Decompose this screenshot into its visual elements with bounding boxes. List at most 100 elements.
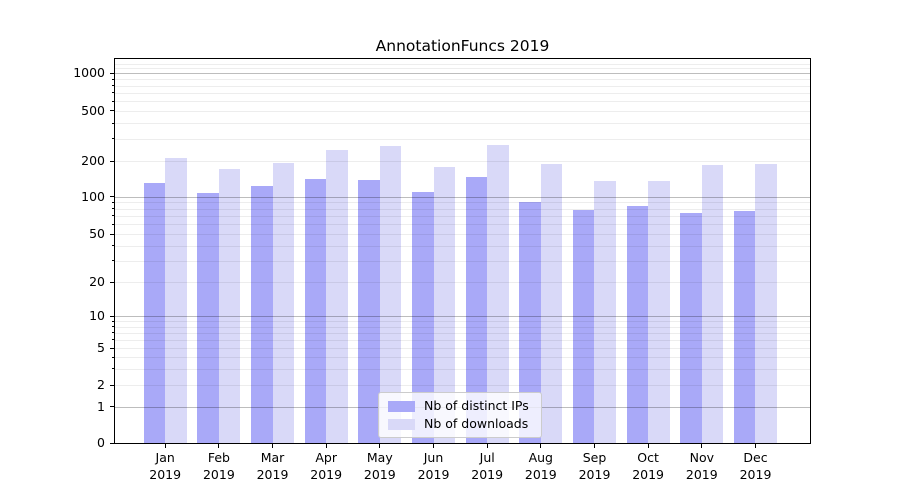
gridline-8 [115, 326, 810, 328]
plot-area [114, 58, 811, 444]
gridline-200 [115, 161, 810, 163]
gridline-90 [115, 202, 810, 204]
x-tick-mark-may [379, 444, 381, 448]
bar-distinct-ips-jul [465, 176, 488, 443]
y-tick-label-1000: 1000 [73, 65, 105, 81]
x-tick-mark-oct [647, 444, 649, 448]
gridline-700 [115, 92, 810, 94]
legend-label-downloads: Nb of downloads [424, 416, 529, 431]
legend-item-distinct-ips: Nb of distinct IPs [388, 399, 529, 413]
grid-layer [115, 59, 810, 443]
gridline-40 [115, 245, 810, 247]
x-tick-mark-feb [218, 444, 220, 448]
legend-item-downloads: Nb of downloads [388, 417, 529, 431]
bar-downloads-may [379, 146, 402, 443]
y-minor-tick-mark [111, 233, 114, 235]
gridline-900 [115, 79, 810, 81]
legend: Nb of distinct IPs Nb of downloads [378, 392, 542, 438]
bar-distinct-ips-apr [304, 179, 327, 443]
bar-downloads-nov [701, 165, 724, 443]
legend-swatch-ips-icon [388, 400, 415, 412]
y-tick-label-50: 50 [89, 226, 105, 242]
bar-distinct-ips-dec [733, 210, 756, 443]
bar-downloads-jun [433, 166, 455, 443]
y-minor-tick-mark [111, 384, 114, 386]
bar-downloads-jul [487, 145, 509, 443]
y-minor-tick-mark [111, 160, 114, 162]
gridline-20 [115, 282, 810, 283]
x-tick-mark-apr [325, 444, 327, 448]
x-tick-label-jun: Jun 2019 [417, 450, 450, 482]
y-minor-tick-mark [111, 281, 114, 283]
y-minor-tick-mark [111, 110, 114, 112]
y-minor-tick-mark [111, 223, 114, 225]
y-tick-mark-1000 [109, 72, 114, 74]
y-tick-mark-100 [109, 196, 114, 198]
gridline-30 [115, 260, 810, 262]
bar-downloads-oct [648, 181, 670, 443]
bar-downloads-sep [594, 181, 616, 443]
y-tick-label-2: 2 [97, 377, 105, 393]
x-tick-label-jan: Jan 2019 [149, 450, 182, 482]
y-minor-tick-mark [111, 326, 114, 328]
y-minor-tick-mark [111, 245, 114, 247]
gridline-600 [115, 101, 810, 102]
y-tick-label-5: 5 [97, 340, 105, 356]
bar-downloads-mar [272, 162, 295, 443]
y-minor-tick-mark [111, 215, 114, 217]
gridline-6 [115, 339, 810, 341]
bar-downloads-dec [755, 164, 777, 443]
y-tick-mark-10 [109, 315, 114, 317]
y-minor-tick-mark [111, 356, 114, 358]
x-tick-mark-aug [540, 444, 542, 448]
x-tick-label-jul: Jul 2019 [471, 450, 504, 482]
bar-distinct-ips-aug [519, 201, 541, 443]
y-tick-label-20: 20 [89, 274, 105, 289]
bar-downloads-feb [218, 169, 241, 443]
chart-title: AnnotationFuncs 2019 [375, 37, 550, 55]
y-tick-label-100: 100 [81, 188, 105, 204]
y-tick-label-200: 200 [81, 153, 105, 169]
gridline-400 [115, 123, 810, 125]
bars-layer [115, 59, 810, 443]
y-tick-mark-1 [109, 406, 114, 408]
gridline-100 [115, 196, 810, 198]
x-tick-mark-jan [164, 444, 166, 448]
bar-distinct-ips-jun [412, 192, 434, 443]
gridline-4 [115, 357, 810, 359]
bar-distinct-ips-may [358, 180, 380, 443]
bar-distinct-ips-sep [572, 210, 595, 443]
x-tick-label-feb: Feb 2019 [202, 450, 235, 482]
bar-downloads-jan [165, 158, 187, 443]
y-tick-label-500: 500 [81, 102, 105, 118]
y-minor-tick-mark [111, 339, 114, 341]
y-minor-tick-mark [111, 92, 114, 94]
x-tick-label-nov: Nov 2019 [685, 450, 718, 482]
y-tick-label-10: 10 [89, 308, 105, 324]
x-tick-label-oct: Oct 2019 [632, 450, 664, 482]
gridline-1200 [115, 63, 810, 65]
y-minor-tick-mark [111, 332, 114, 334]
gridline-1100 [115, 68, 810, 70]
bar-distinct-ips-jan [143, 183, 166, 443]
bar-distinct-ips-mar [251, 186, 273, 443]
gridline-500 [115, 110, 810, 112]
x-tick-label-sep: Sep 2019 [578, 450, 611, 482]
bar-downloads-apr [326, 150, 348, 443]
gridline-2 [115, 385, 810, 387]
y-minor-tick-mark [111, 122, 114, 124]
y-tick-label-0: 0 [97, 435, 105, 450]
x-tick-label-apr: Apr 2019 [310, 450, 343, 482]
gridline-70 [115, 215, 810, 217]
y-minor-tick-mark [111, 138, 114, 140]
x-tick-mark-jun [433, 444, 434, 448]
bar-distinct-ips-nov [680, 212, 702, 443]
bar-distinct-ips-oct [626, 205, 649, 443]
y-minor-tick-mark [111, 260, 114, 262]
gridline-9 [115, 321, 810, 323]
y-minor-tick-mark [111, 201, 114, 203]
gridline-10 [115, 316, 810, 318]
y-minor-tick-mark [111, 100, 114, 102]
gridline-3 [115, 368, 810, 370]
x-tick-label-may: May 2019 [363, 450, 396, 482]
